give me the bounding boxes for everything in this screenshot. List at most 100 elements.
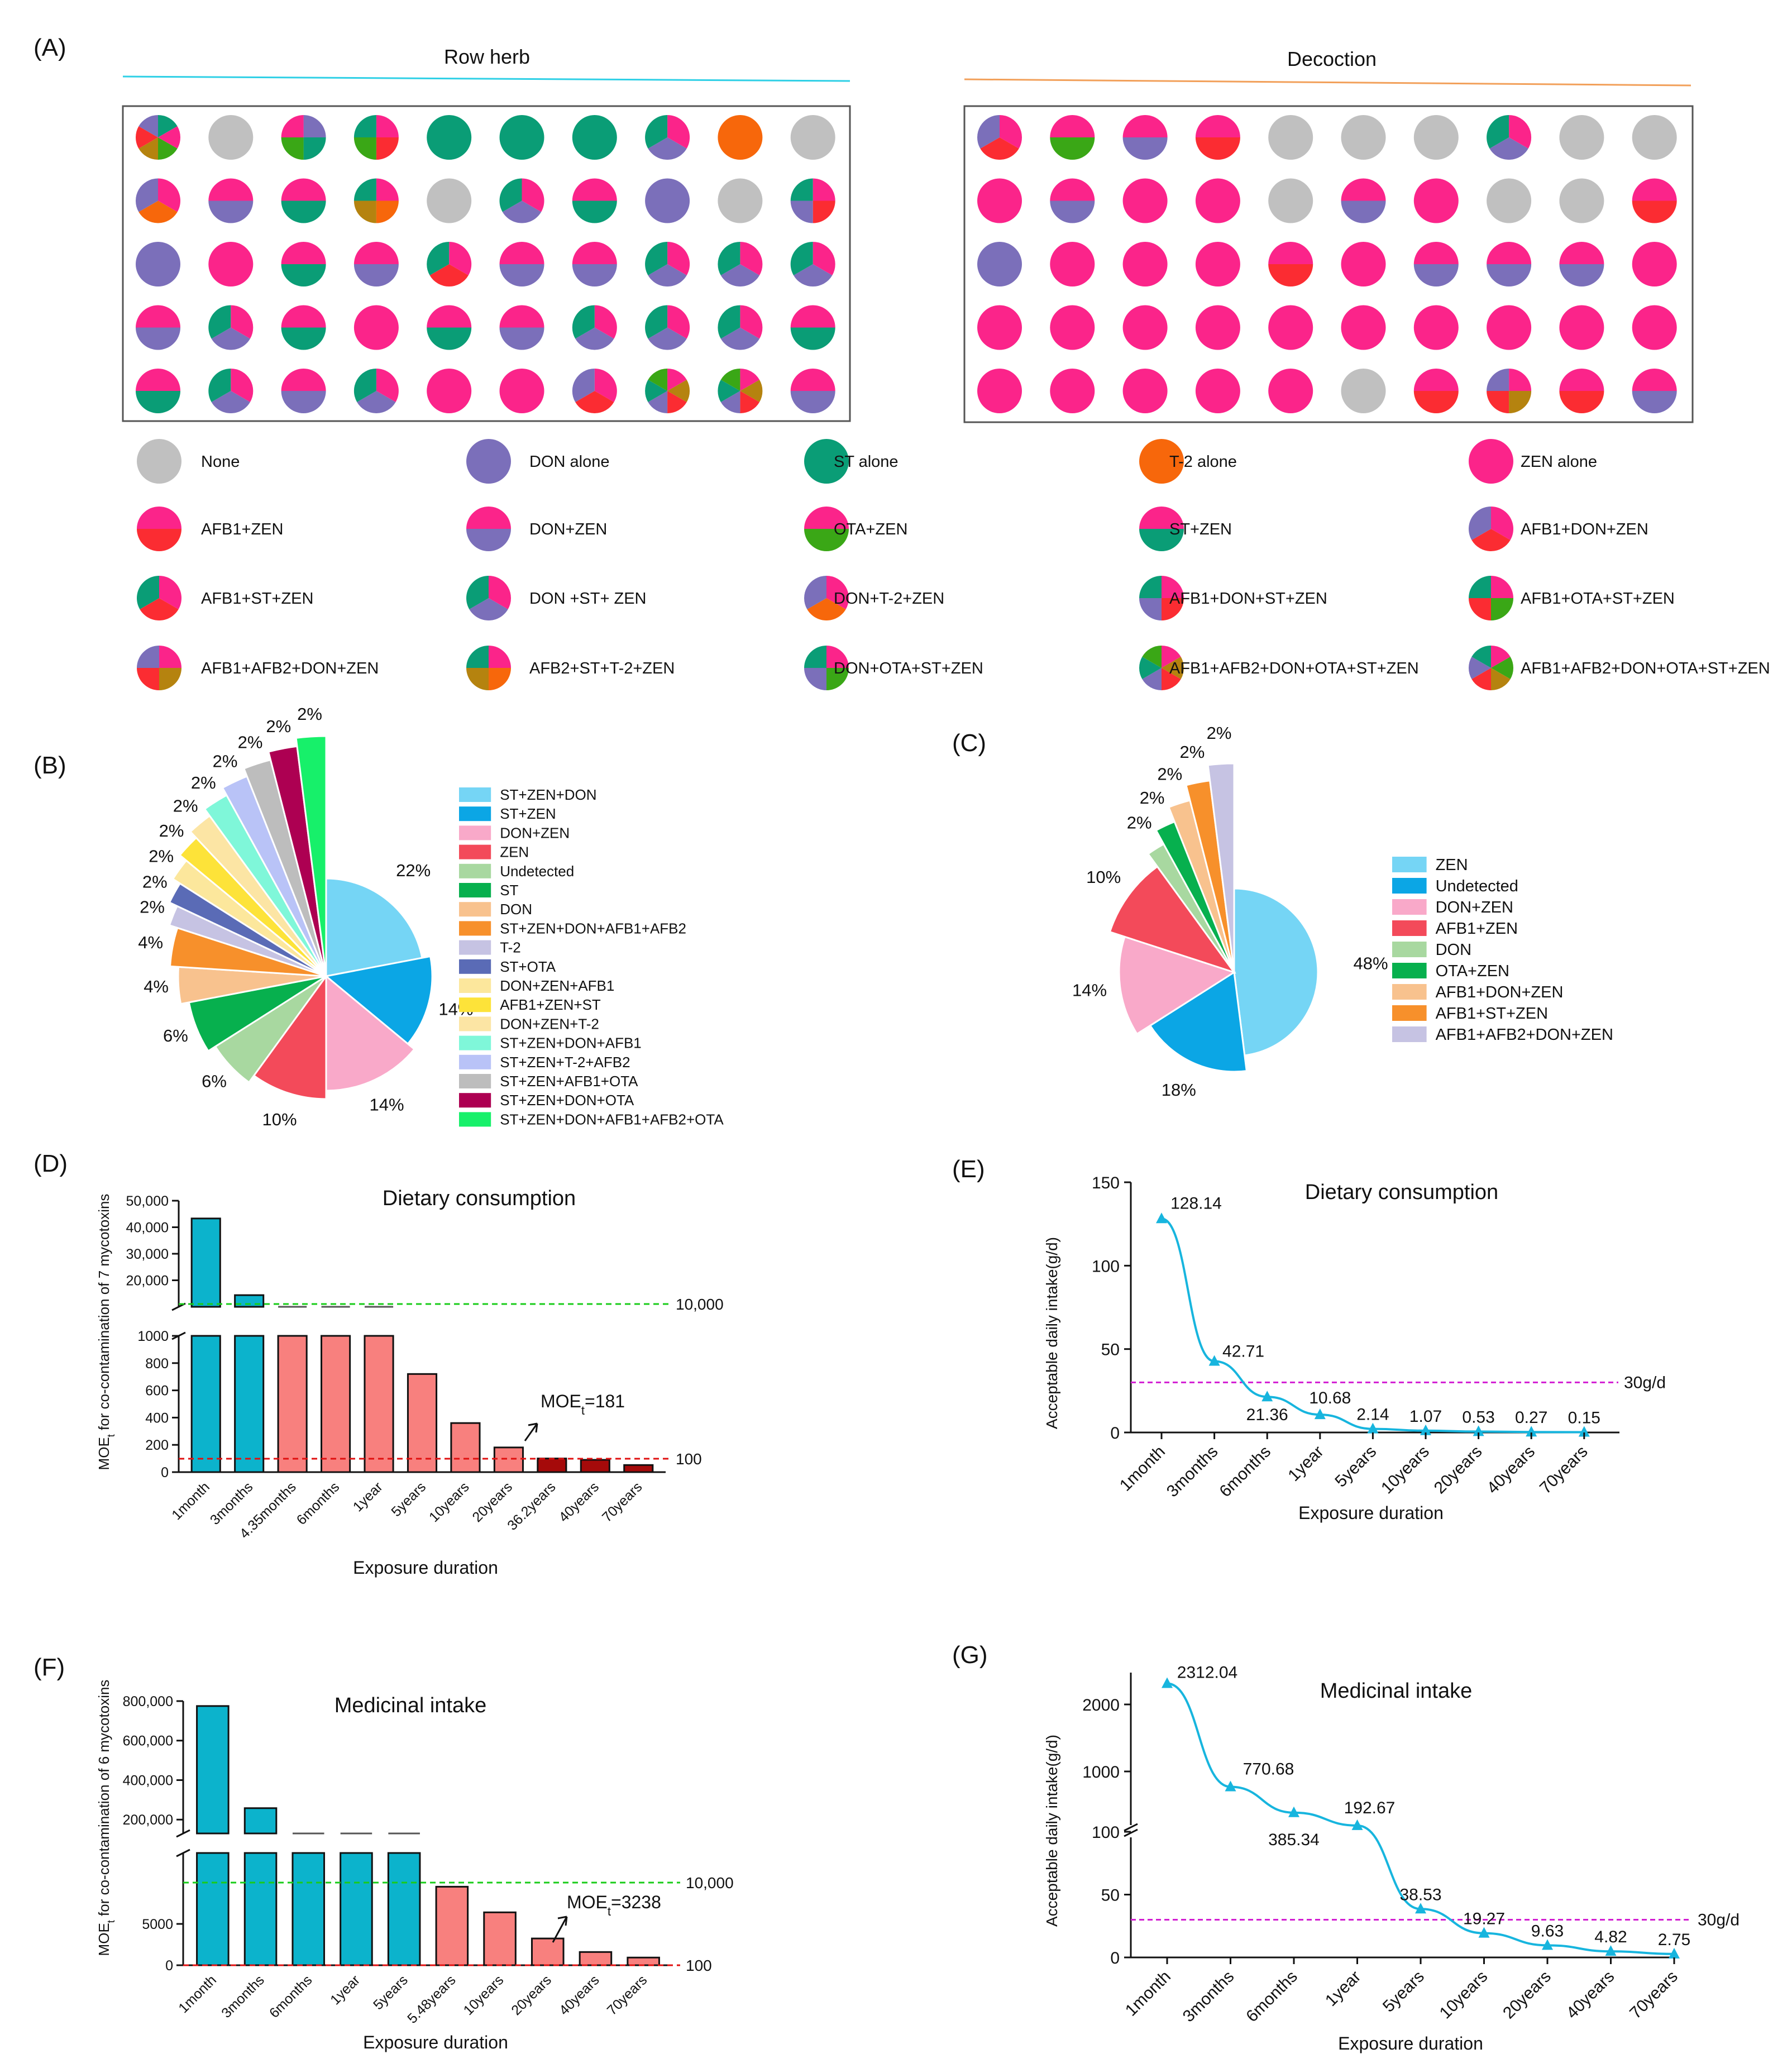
mycotoxin-pie-glyph: [1122, 242, 1168, 286]
glyph-slice: [1509, 369, 1532, 391]
bar-upper: [196, 1705, 230, 1835]
mycotoxin-pie-glyph: [1487, 305, 1532, 350]
mycotoxin-pie-glyph: [1268, 369, 1313, 413]
mycotoxin-pie-glyph: [1195, 369, 1240, 413]
glyph-slice: [159, 668, 181, 690]
x-tick-label: 6months: [1243, 1967, 1301, 2026]
glyph-slice: [449, 242, 472, 275]
y-tick-label: 50,000: [126, 1193, 169, 1209]
mycotoxin-pie-glyph: [1559, 115, 1604, 160]
glyph-slice: [648, 391, 668, 413]
glyph-slice: [158, 126, 180, 149]
legend-label: ST+OTA: [500, 958, 556, 975]
glyph-slice: [826, 668, 849, 690]
x-tick-label: 3months: [1163, 1443, 1222, 1501]
glyph-slice: [353, 369, 376, 402]
glyph-slice: [138, 200, 178, 223]
mycotoxin-pie-glyph: [499, 178, 544, 223]
y-tick-label: 150: [1092, 1174, 1120, 1192]
axis-break: [176, 1829, 190, 1838]
moe-annotation: MOEt=181: [541, 1391, 625, 1417]
glyph-slice: [1413, 115, 1459, 160]
glyph-slice: [977, 178, 1022, 223]
pie-percent-label: 2%: [191, 773, 216, 792]
glyph-slice: [427, 178, 472, 223]
legend-label: Undetected: [1436, 877, 1518, 895]
legend-swatch: [459, 825, 491, 840]
annotation-arrow: [524, 1422, 538, 1441]
glyph-slice: [1487, 369, 1509, 391]
glyph-slice: [1050, 200, 1095, 223]
legend-label: DON +ST+ ZEN: [529, 590, 647, 608]
mycotoxin-pie-glyph: [499, 115, 544, 160]
mycotoxin-pie-glyph: [466, 439, 511, 484]
y-axis-label: Acceptable daily intake(g/d): [1043, 1237, 1060, 1429]
glyph-slice: [136, 369, 180, 391]
glyph-slice: [281, 178, 326, 201]
mycotoxin-pie-glyph: [137, 646, 181, 690]
y-tick-label: 20,000: [126, 1273, 169, 1289]
row-herb-underline: [122, 75, 850, 82]
mycotoxin-pie-glyph: [718, 369, 763, 413]
data-label: 19.27: [1463, 1910, 1505, 1928]
x-tick-label: 5years: [1379, 1967, 1428, 2016]
glyph-slice: [1268, 242, 1313, 264]
mycotoxin-pie-glyph: [1559, 369, 1604, 413]
legend-swatch: [459, 1035, 491, 1050]
x-axis-label: Exposure duration: [363, 2032, 508, 2052]
glyph-slice: [572, 178, 617, 201]
y-tick-label: 100: [1092, 1257, 1120, 1276]
mycotoxin-pie-glyph: [427, 369, 472, 413]
panel-label-d: (D): [34, 1150, 68, 1177]
glyph-slice: [1471, 646, 1491, 668]
mycotoxin-pie-glyph: [1413, 242, 1459, 286]
mycotoxin-pie-glyph: [353, 242, 399, 286]
glyph-slice: [376, 137, 399, 160]
glyph-slice: [136, 305, 180, 328]
data-label: 0.27: [1515, 1408, 1547, 1427]
y-axis-label: MOEt for co-contamination of 7 mycotoxin…: [95, 1194, 117, 1470]
data-label: 770.68: [1243, 1760, 1294, 1779]
mycotoxin-pie-glyph: [208, 242, 254, 286]
pie-slice: [295, 735, 327, 977]
glyph-slice: [1139, 576, 1162, 598]
panel-label-a: (A): [34, 34, 66, 61]
axis-break: [1124, 1823, 1138, 1832]
mycotoxin-pie-glyph: [499, 369, 544, 413]
x-tick-label: 5years: [1331, 1443, 1380, 1491]
legend-swatch: [459, 1093, 491, 1108]
mycotoxin-pie-glyph: [977, 178, 1022, 223]
mycotoxin-pie-glyph: [427, 115, 472, 160]
glyph-slice: [1162, 598, 1184, 620]
glyph-slice: [648, 137, 687, 160]
mycotoxin-pie-glyph: [353, 115, 399, 160]
x-tick-label: 6months: [266, 1972, 316, 2021]
glyph-slice: [1162, 576, 1184, 598]
y-tick-label: 400: [145, 1410, 169, 1426]
chart-title: Dietary consumption: [1305, 1181, 1498, 1204]
mycotoxin-pie-glyph: [1632, 305, 1677, 350]
x-tick-label: 70years: [1536, 1443, 1592, 1498]
glyph-slice: [645, 242, 668, 275]
glyph-slice: [137, 668, 159, 690]
mycotoxin-pie-glyph: [1050, 305, 1095, 350]
glyph-slice: [281, 391, 326, 413]
mycotoxin-pie-glyph: [136, 369, 180, 413]
x-tick-label: 70years: [1626, 1967, 1681, 2023]
glyph-slice: [1469, 439, 1513, 484]
glyph-slice: [1268, 264, 1313, 286]
glyph-slice: [137, 646, 159, 668]
legend-label: ZEN alone: [1521, 453, 1597, 471]
legend-label: ST+ZEN+DON+OTA: [500, 1092, 634, 1109]
y-tick-label: 1000: [137, 1329, 169, 1344]
glyph-slice: [977, 115, 1000, 149]
glyph-slice: [1341, 305, 1386, 350]
glyph-slice: [1487, 242, 1532, 264]
mycotoxin-pie-glyph: [466, 507, 511, 551]
mycotoxin-pie-glyph: [1050, 242, 1095, 286]
mycotoxin-pie-glyph: [572, 242, 617, 286]
pie-slice: [324, 955, 433, 1045]
glyph-slice: [572, 115, 617, 160]
glyph-slice: [720, 264, 760, 286]
glyph-slice: [813, 200, 835, 223]
